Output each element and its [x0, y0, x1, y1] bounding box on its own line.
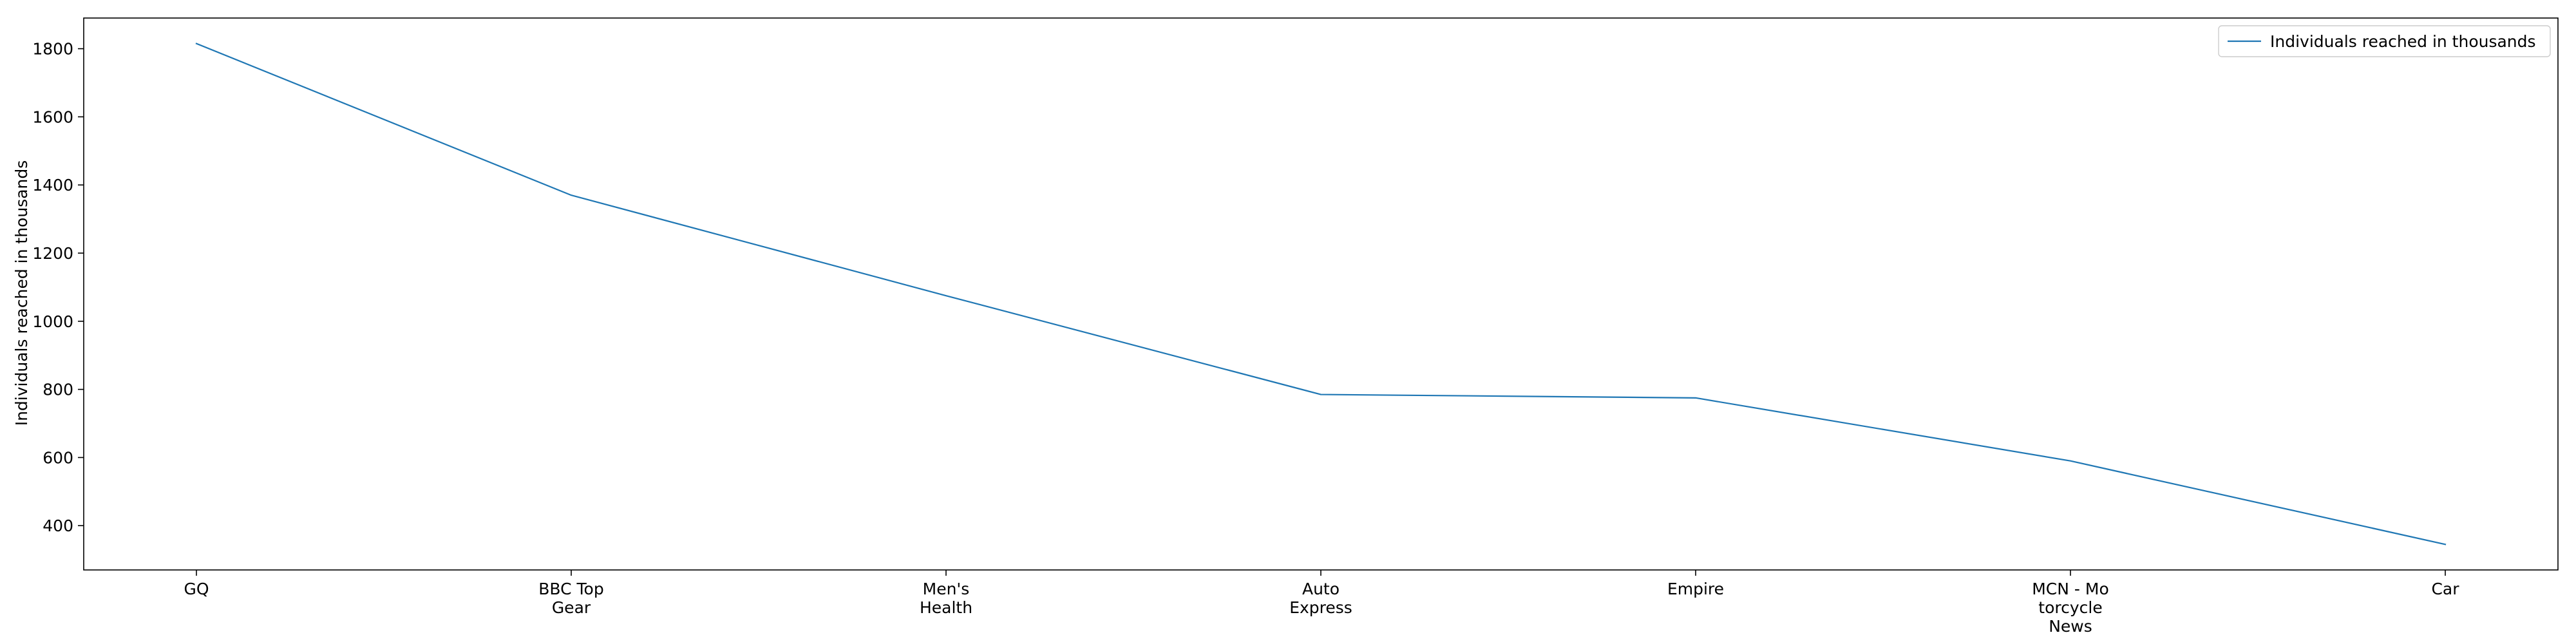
y-tick-label: 600 [43, 448, 73, 467]
data-point [2069, 459, 2072, 463]
y-tick-label: 1200 [32, 244, 73, 263]
data-point [944, 294, 948, 298]
x-tick-label: GQ [184, 580, 209, 598]
x-tick-label-line: BBC Top [538, 580, 603, 598]
data-point [1319, 393, 1323, 397]
data-point [1694, 396, 1698, 400]
y-tick-label: 1400 [32, 176, 73, 194]
x-tick-label: MCN - Mo torcycle News [2032, 580, 2109, 636]
x-tick-label: Men's Health [920, 580, 972, 617]
x-tick-label-line: News [2049, 617, 2092, 636]
series-line [195, 43, 2447, 545]
y-axis-label: Individuals reached in thousands [12, 160, 31, 426]
x-tick-label-line: Auto [1302, 580, 1340, 598]
x-tick-label-line: Men's [923, 580, 970, 598]
x-tick-label-line: Car [2431, 580, 2459, 598]
x-tick-label-line: Express [1289, 598, 1352, 617]
x-tick-label-line: MCN - Mo [2032, 580, 2109, 598]
x-tick-label: Auto Express [1289, 580, 1352, 617]
data-point [2443, 542, 2447, 546]
x-tick-label: Empire [1667, 580, 1724, 598]
legend-box [2218, 25, 2551, 57]
x-tick-label-line: Health [920, 598, 972, 617]
legend-label: Individuals reached in thousands [2270, 32, 2536, 51]
data-point [194, 42, 198, 46]
x-tick-label-line: Empire [1667, 580, 1724, 598]
x-tick-label-line: Gear [552, 598, 591, 617]
x-tick-label: Car [2431, 580, 2459, 598]
y-tick-label: 1600 [32, 108, 73, 126]
y-tick-label: 400 [43, 516, 73, 535]
x-tick-label-line: torcycle [2038, 598, 2102, 617]
x-tick-label-line: GQ [184, 580, 209, 598]
data-point [569, 193, 573, 197]
y-tick-label: 1800 [32, 40, 73, 59]
y-tick-label: 1000 [32, 312, 73, 331]
y-tick-label: 800 [43, 381, 73, 399]
x-tick-label: BBC Top Gear [538, 580, 603, 617]
